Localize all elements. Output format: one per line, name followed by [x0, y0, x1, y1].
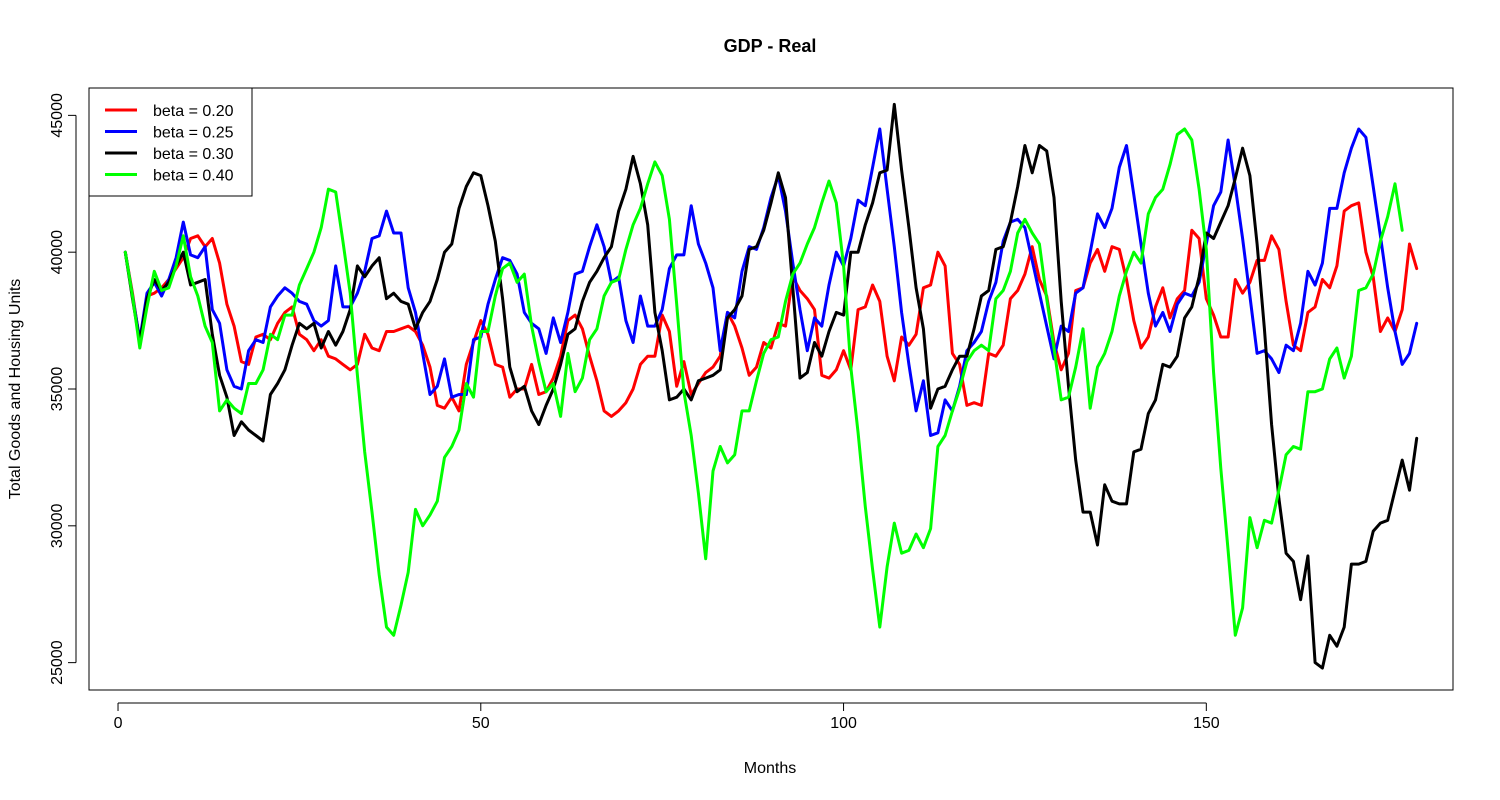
- legend-label: beta = 0.20: [153, 103, 234, 120]
- y-tick-label: 25000: [49, 640, 66, 685]
- x-tick-label: 100: [830, 715, 857, 732]
- x-tick-label: 50: [472, 715, 490, 732]
- axes: 0 50 100 150 25000 30000 35000 40000 45000: [49, 93, 1220, 732]
- series-line-2: [123, 127, 1419, 437]
- plot-frame: [88, 87, 1454, 691]
- y-tick-label: 35000: [49, 367, 66, 412]
- x-tick-label: 150: [1193, 715, 1220, 732]
- y-tick-label: 40000: [49, 230, 66, 275]
- series-line-3: [123, 102, 1419, 670]
- chart-title: GDP - Real: [724, 36, 817, 56]
- legend-label: beta = 0.30: [153, 146, 234, 163]
- y-tick-label: 30000: [49, 503, 66, 548]
- x-tick-label: 0: [114, 715, 123, 732]
- series-layer: [123, 102, 1419, 670]
- legend-label: beta = 0.40: [153, 168, 234, 185]
- series-line-4: [123, 127, 1404, 637]
- legend-box: [88, 87, 253, 197]
- y-axis-label: Total Goods and Housing Units: [7, 279, 24, 500]
- legend-label: beta = 0.25: [153, 125, 234, 142]
- y-tick-label: 45000: [49, 93, 66, 138]
- x-axis-label: Months: [744, 760, 796, 777]
- legend: beta = 0.20 beta = 0.25 beta = 0.30 beta = …: [88, 87, 253, 197]
